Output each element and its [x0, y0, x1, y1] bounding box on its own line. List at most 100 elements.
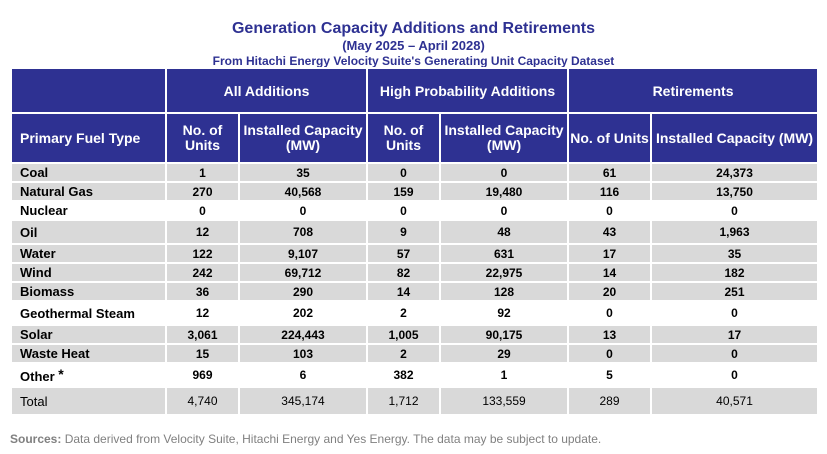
value-cell-ret-units: 14 [567, 262, 653, 283]
total-cell-hp-units: 1,712 [366, 386, 441, 416]
fuel-type-cell: Natural Gas [10, 181, 167, 202]
fuel-type-label: Solar [20, 327, 53, 342]
value-cell-hp-cap: 0 [438, 200, 570, 221]
table-row: Waste Heat 15 103 2 29 0 0 [10, 343, 820, 364]
sources-label: Sources: [10, 432, 62, 446]
value-cell-all-cap: 202 [238, 300, 368, 326]
value-cell-ret-units: 5 [567, 362, 653, 388]
total-cell-all-cap: 345,174 [238, 386, 368, 416]
total-cell-ret-units: 289 [567, 386, 653, 416]
value-cell-hp-units: 14 [366, 281, 441, 302]
fuel-type-label: Water [20, 246, 56, 261]
total-row: Total 4,740 345,174 1,712 133,559 289 40,571 [10, 386, 820, 416]
value-cell-hp-units: 82 [366, 262, 441, 283]
value-cell-hp-units: 57 [366, 243, 441, 264]
fuel-type-label: Wind [20, 265, 52, 280]
value-cell-hp-cap: 631 [438, 243, 570, 264]
fuel-type-label: Coal [20, 165, 49, 180]
value-cell-all-cap: 224,443 [238, 324, 368, 345]
total-label: Total [10, 386, 167, 416]
fuel-type-label: Nuclear [20, 203, 68, 218]
value-cell-all-cap: 6 [238, 362, 368, 388]
table-row: Coal 1 35 0 0 61 24,373 [10, 162, 820, 183]
total-cell-hp-cap: 133,559 [438, 386, 570, 416]
dataset-line: From Hitachi Energy Velocity Suite's Gen… [212, 54, 615, 68]
value-cell-ret-cap: 251 [650, 281, 820, 302]
footnote-marker: * [58, 366, 64, 382]
value-cell-ret-cap: 0 [650, 362, 820, 388]
value-cell-all-cap: 290 [238, 281, 368, 302]
fuel-type-cell: Water [10, 243, 167, 264]
table-row: Other * 969 6 382 1 5 0 [10, 362, 820, 388]
sources-text: Data derived from Velocity Suite, Hitach… [64, 432, 602, 446]
fuel-type-cell: Biomass [10, 281, 167, 302]
value-cell-ret-units: 61 [567, 162, 653, 183]
value-cell-all-cap: 0 [238, 200, 368, 221]
table-subtitle: (May 2025 – April 2028) [342, 38, 485, 53]
table-row: Water 122 9,107 57 631 17 35 [10, 243, 820, 264]
col-header-fuel: Primary Fuel Type [10, 112, 167, 164]
table-title: Generation Capacity Additions and Retire… [231, 20, 596, 37]
value-cell-hp-cap: 90,175 [438, 324, 570, 345]
table-row: Geothermal Steam 12 202 2 92 0 0 [10, 300, 820, 326]
value-cell-ret-units: 116 [567, 181, 653, 202]
value-cell-all-cap: 708 [238, 219, 368, 245]
value-cell-all-cap: 103 [238, 343, 368, 364]
fuel-type-cell: Wind [10, 262, 167, 283]
fuel-type-cell: Solar [10, 324, 167, 345]
group-header-all-additions: All Additions [165, 67, 368, 114]
value-cell-all-cap: 40,568 [238, 181, 368, 202]
table-row: Nuclear 0 0 0 0 0 0 [10, 200, 820, 221]
value-cell-hp-units: 0 [366, 200, 441, 221]
value-cell-ret-cap: 182 [650, 262, 820, 283]
value-cell-all-units: 36 [165, 281, 240, 302]
value-cell-ret-units: 0 [567, 343, 653, 364]
table-row: Solar 3,061 224,443 1,005 90,175 13 17 [10, 324, 820, 345]
value-cell-all-units: 0 [165, 200, 240, 221]
fuel-type-label: Natural Gas [20, 184, 93, 199]
value-cell-ret-units: 17 [567, 243, 653, 264]
value-cell-all-units: 3,061 [165, 324, 240, 345]
value-cell-hp-cap: 128 [438, 281, 570, 302]
value-cell-ret-cap: 17 [650, 324, 820, 345]
value-cell-hp-cap: 29 [438, 343, 570, 364]
value-cell-hp-units: 2 [366, 343, 441, 364]
col-header-ret-capacity: Installed Capacity (MW) [650, 112, 820, 164]
group-header-blank [10, 67, 167, 114]
col-header-all-units: No. of Units [165, 112, 240, 164]
value-cell-all-units: 969 [165, 362, 240, 388]
table-body: Coal 1 35 0 0 61 24,373 Natural Gas 270 40,568 15 9… [10, 162, 820, 416]
value-cell-hp-units: 1,005 [366, 324, 441, 345]
fuel-type-cell: Coal [10, 162, 167, 183]
value-cell-all-cap: 69,712 [238, 262, 368, 283]
value-cell-ret-units: 0 [567, 200, 653, 221]
total-cell-ret-cap: 40,571 [650, 386, 820, 416]
value-cell-all-units: 242 [165, 262, 240, 283]
fuel-type-label: Other [20, 369, 55, 384]
value-cell-hp-units: 382 [366, 362, 441, 388]
col-header-ret-units: No. of Units [567, 112, 653, 164]
column-header-row: Primary Fuel Type No. of Units Installed… [10, 112, 820, 164]
capacity-table: All Additions High Probability Additions… [10, 67, 820, 416]
value-cell-hp-cap: 92 [438, 300, 570, 326]
sources-note: Sources: Data derived from Velocity Suit… [10, 432, 601, 446]
value-cell-all-units: 12 [165, 219, 240, 245]
total-cell-all-units: 4,740 [165, 386, 240, 416]
col-header-all-capacity: Installed Capacity (MW) [238, 112, 368, 164]
fuel-type-label: Waste Heat [20, 346, 90, 361]
value-cell-ret-units: 20 [567, 281, 653, 302]
value-cell-hp-cap: 22,975 [438, 262, 570, 283]
fuel-type-cell: Oil [10, 219, 167, 245]
value-cell-hp-units: 9 [366, 219, 441, 245]
value-cell-ret-cap: 24,373 [650, 162, 820, 183]
value-cell-hp-cap: 0 [438, 162, 570, 183]
value-cell-all-units: 122 [165, 243, 240, 264]
value-cell-all-cap: 9,107 [238, 243, 368, 264]
table-row: Oil 12 708 9 48 43 1,963 [10, 219, 820, 245]
value-cell-all-units: 270 [165, 181, 240, 202]
value-cell-ret-cap: 13,750 [650, 181, 820, 202]
value-cell-hp-cap: 19,480 [438, 181, 570, 202]
fuel-type-cell: Nuclear [10, 200, 167, 221]
value-cell-hp-cap: 1 [438, 362, 570, 388]
table-row: Biomass 36 290 14 128 20 251 [10, 281, 820, 302]
